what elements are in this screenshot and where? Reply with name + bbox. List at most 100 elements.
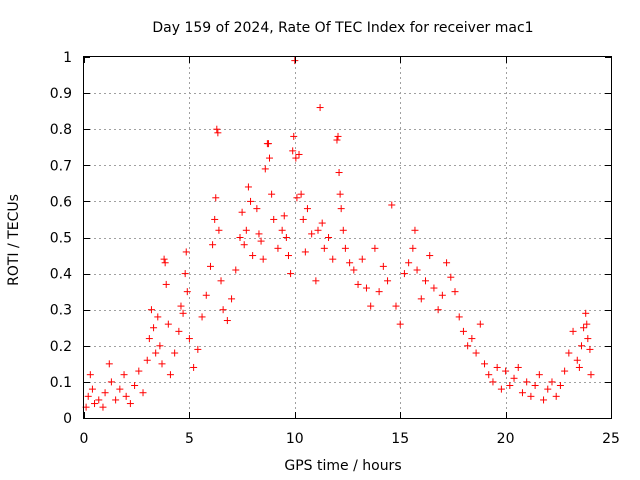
x-axis-label: GPS time / hours xyxy=(284,458,401,474)
data-point xyxy=(236,234,244,241)
data-point xyxy=(158,360,166,368)
y-tick-label: 0.9 xyxy=(50,86,72,102)
data-point xyxy=(339,226,347,234)
y-tick-label: 0.3 xyxy=(50,303,72,319)
x-tick-label: 25 xyxy=(602,431,620,447)
data-point xyxy=(289,147,297,155)
data-point xyxy=(417,295,425,303)
data-point xyxy=(476,320,484,328)
data-point xyxy=(318,219,326,227)
data-point xyxy=(211,215,219,223)
data-point xyxy=(156,342,164,350)
data-point xyxy=(219,306,227,314)
data-point xyxy=(544,385,552,393)
data-point xyxy=(147,306,155,314)
data-point xyxy=(274,244,282,252)
data-point xyxy=(280,212,288,220)
data-point xyxy=(228,295,236,303)
data-point xyxy=(506,382,514,390)
data-point xyxy=(86,371,94,379)
data-point xyxy=(552,392,560,400)
y-tick-label: 0.1 xyxy=(50,375,72,391)
data-point xyxy=(358,255,366,263)
data-point xyxy=(194,345,202,353)
data-point xyxy=(160,255,168,263)
data-point xyxy=(116,385,124,393)
data-point xyxy=(164,320,172,328)
data-point xyxy=(161,259,169,267)
data-point xyxy=(334,132,342,140)
data-point xyxy=(303,205,311,213)
data-point xyxy=(238,208,246,216)
data-point xyxy=(426,252,434,260)
data-point xyxy=(112,396,120,404)
data-point xyxy=(583,320,591,328)
x-tick-label: 5 xyxy=(185,431,194,447)
data-point xyxy=(88,385,96,393)
data-point xyxy=(101,389,109,397)
data-point xyxy=(282,234,290,241)
data-point xyxy=(179,309,187,317)
data-point xyxy=(171,349,179,357)
axis-ticks xyxy=(84,57,612,419)
data-point xyxy=(291,57,299,65)
y-tick-label: 0.2 xyxy=(50,339,72,355)
data-point xyxy=(154,313,162,321)
x-tick-label: 15 xyxy=(391,431,409,447)
data-points xyxy=(82,57,595,411)
grid-lines xyxy=(84,57,611,418)
y-axis-label: ROTI / TECUs xyxy=(6,194,22,286)
data-point xyxy=(561,367,569,375)
x-tick-label: 20 xyxy=(497,431,515,447)
chart-title: Day 159 of 2024, Rate Of TEC Index for r… xyxy=(152,20,533,36)
data-point xyxy=(91,400,99,408)
data-point xyxy=(182,248,190,256)
data-point xyxy=(337,205,345,213)
data-point xyxy=(325,234,333,241)
data-point xyxy=(531,382,539,390)
data-point xyxy=(95,396,103,404)
data-point xyxy=(308,230,316,238)
data-point xyxy=(405,259,413,267)
x-tick-labels: 0 5 10 15 20 25 xyxy=(80,431,620,447)
data-point xyxy=(185,335,193,343)
data-point xyxy=(266,154,274,162)
data-point xyxy=(421,277,429,285)
data-point xyxy=(388,201,396,209)
data-point xyxy=(540,396,548,404)
data-point xyxy=(510,374,518,382)
data-point xyxy=(105,360,113,368)
data-point xyxy=(301,248,309,256)
data-point xyxy=(335,169,343,177)
data-point xyxy=(120,371,128,379)
data-point xyxy=(575,363,583,371)
data-point xyxy=(396,320,404,328)
data-point xyxy=(264,140,272,148)
data-point xyxy=(518,389,526,397)
data-point xyxy=(249,252,257,260)
data-point xyxy=(292,154,300,162)
data-point xyxy=(336,190,344,198)
data-point xyxy=(284,252,292,260)
data-point xyxy=(320,244,328,252)
data-point xyxy=(126,400,134,408)
data-point xyxy=(240,241,248,249)
data-point xyxy=(586,345,594,353)
data-point xyxy=(107,378,115,386)
data-point xyxy=(181,270,189,278)
data-point xyxy=(131,382,139,390)
data-point xyxy=(573,356,581,364)
data-point xyxy=(514,363,522,371)
data-point xyxy=(150,324,158,332)
data-point xyxy=(565,349,573,357)
data-point xyxy=(367,302,375,310)
data-point xyxy=(468,335,476,343)
data-point xyxy=(316,104,324,112)
x-tick-label: 0 xyxy=(80,431,89,447)
data-point xyxy=(122,392,130,400)
data-point xyxy=(166,371,174,379)
data-point xyxy=(580,324,588,332)
data-point xyxy=(350,266,358,274)
data-point xyxy=(392,302,400,310)
